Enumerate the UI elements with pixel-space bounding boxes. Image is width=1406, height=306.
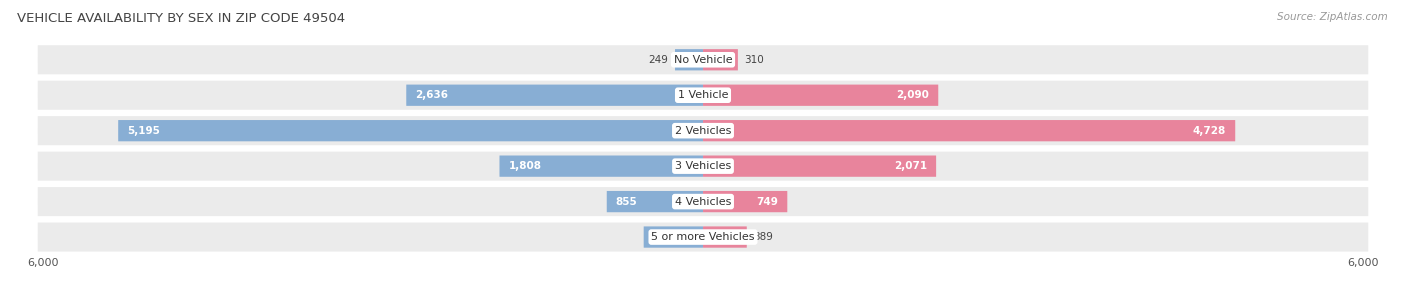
FancyBboxPatch shape (703, 155, 936, 177)
Text: 2,636: 2,636 (415, 90, 449, 100)
Text: 6,000: 6,000 (1347, 258, 1378, 268)
Text: 749: 749 (756, 196, 779, 207)
FancyBboxPatch shape (675, 49, 703, 70)
Text: 310: 310 (745, 55, 765, 65)
Text: 527: 527 (652, 232, 675, 242)
FancyBboxPatch shape (703, 49, 738, 70)
Text: 249: 249 (648, 55, 668, 65)
FancyBboxPatch shape (38, 116, 1368, 145)
FancyBboxPatch shape (38, 151, 1368, 181)
Text: 5 or more Vehicles: 5 or more Vehicles (651, 232, 755, 242)
FancyBboxPatch shape (703, 191, 787, 212)
Text: 5,195: 5,195 (127, 126, 160, 136)
FancyBboxPatch shape (644, 226, 703, 248)
Text: Source: ZipAtlas.com: Source: ZipAtlas.com (1277, 12, 1388, 22)
FancyBboxPatch shape (38, 222, 1368, 252)
FancyBboxPatch shape (703, 120, 1236, 141)
Text: 4 Vehicles: 4 Vehicles (675, 196, 731, 207)
Text: 2,071: 2,071 (894, 161, 927, 171)
FancyBboxPatch shape (38, 45, 1368, 74)
FancyBboxPatch shape (499, 155, 703, 177)
FancyBboxPatch shape (703, 226, 747, 248)
FancyBboxPatch shape (406, 84, 703, 106)
FancyBboxPatch shape (703, 84, 938, 106)
Text: 6,000: 6,000 (28, 258, 59, 268)
Text: 1 Vehicle: 1 Vehicle (678, 90, 728, 100)
Text: 855: 855 (616, 196, 637, 207)
FancyBboxPatch shape (118, 120, 703, 141)
Text: No Vehicle: No Vehicle (673, 55, 733, 65)
FancyBboxPatch shape (38, 81, 1368, 110)
Text: 4,728: 4,728 (1192, 126, 1226, 136)
FancyBboxPatch shape (38, 187, 1368, 216)
Text: 2 Vehicles: 2 Vehicles (675, 126, 731, 136)
Text: 1,808: 1,808 (509, 161, 541, 171)
FancyBboxPatch shape (607, 191, 703, 212)
Text: 389: 389 (754, 232, 773, 242)
Text: 2,090: 2,090 (897, 90, 929, 100)
Text: 3 Vehicles: 3 Vehicles (675, 161, 731, 171)
Text: VEHICLE AVAILABILITY BY SEX IN ZIP CODE 49504: VEHICLE AVAILABILITY BY SEX IN ZIP CODE … (17, 12, 344, 25)
